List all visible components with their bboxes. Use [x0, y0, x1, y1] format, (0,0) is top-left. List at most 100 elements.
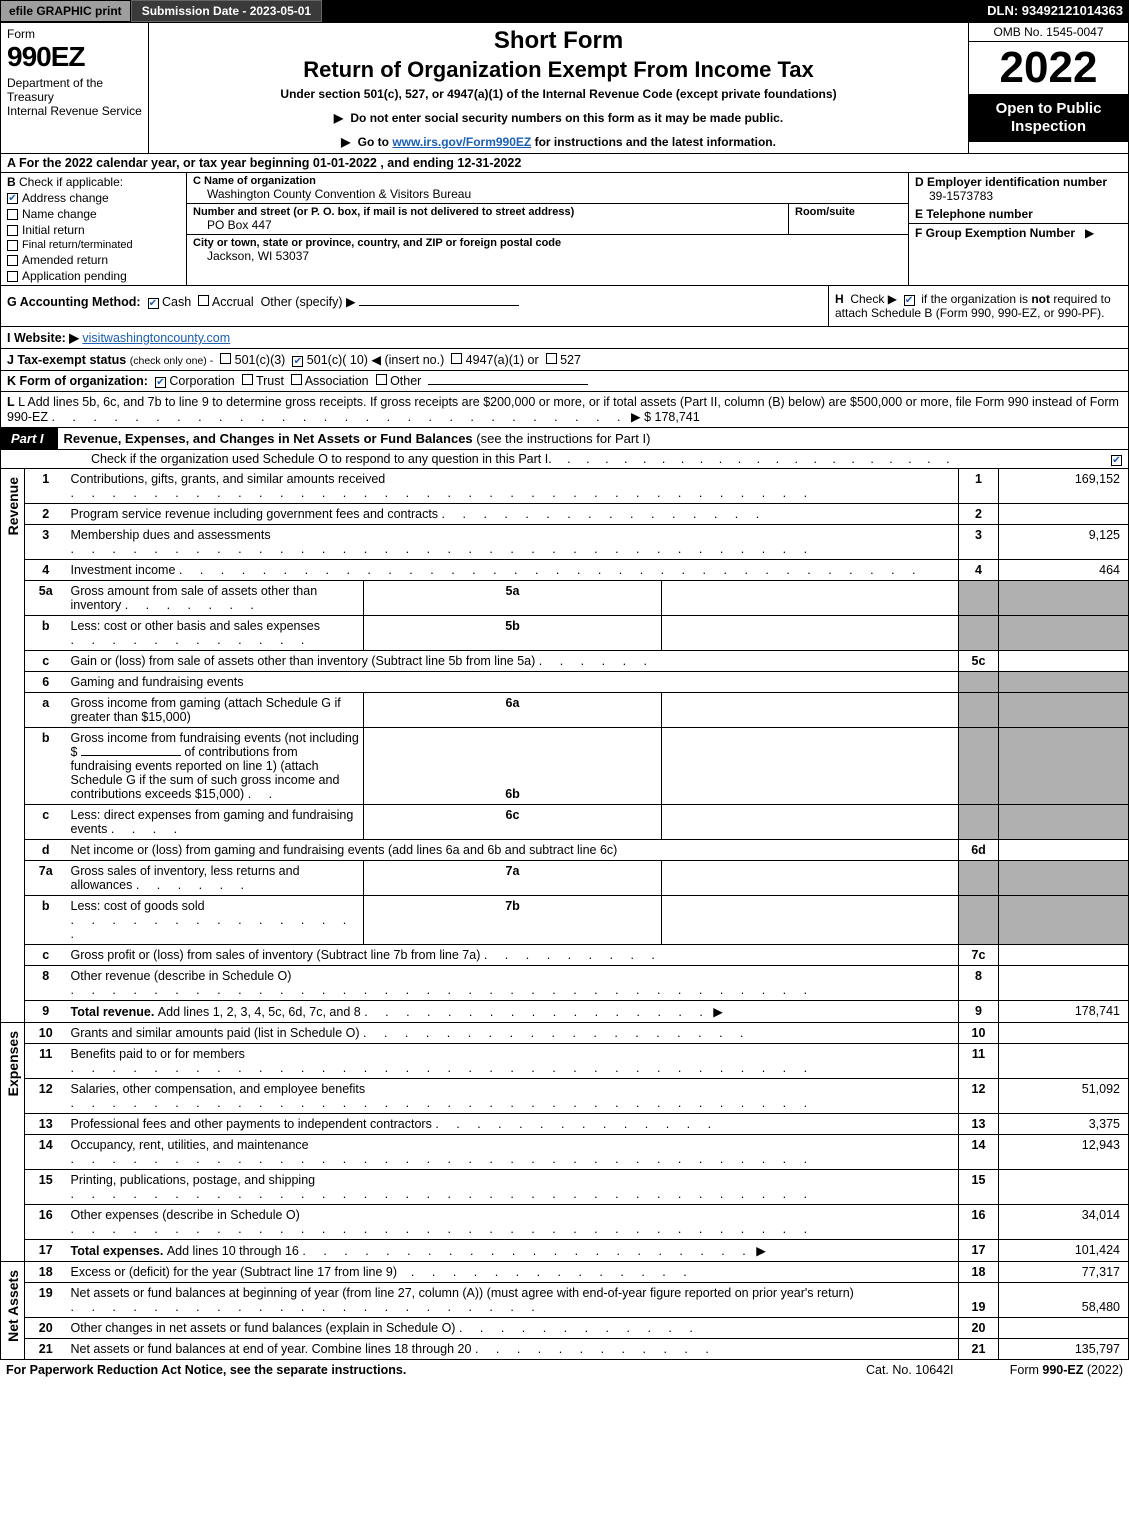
page-footer: For Paperwork Reduction Act Notice, see … [0, 1360, 1129, 1377]
tax-year: 2022 [969, 42, 1128, 94]
h-not: not [1031, 292, 1050, 306]
line-4: 4Investment income . . . . . . . . . . .… [25, 560, 1129, 581]
line-15: 15Printing, publications, postage, and s… [25, 1170, 1129, 1205]
city-label: City or town, state or province, country… [193, 237, 902, 249]
checkbox-corporation[interactable] [155, 377, 166, 388]
address-value: PO Box 447 [193, 218, 788, 232]
line-13: 13Professional fees and other payments t… [25, 1114, 1129, 1135]
line-6: 6Gaming and fundraising events [25, 672, 1129, 693]
line-3: 3Membership dues and assessments . . . .… [25, 525, 1129, 560]
footer-form-pre: Form [1010, 1363, 1043, 1377]
form-number: 990EZ [7, 41, 142, 73]
section-bcdef: B Check if applicable: Address change Na… [0, 173, 1129, 286]
efile-print-button[interactable]: efile GRAPHIC print [0, 0, 131, 22]
checkbox-cash[interactable] [148, 298, 159, 309]
c-name-label: C Name of organization [193, 175, 902, 187]
website-link[interactable]: visitwashingtoncounty.com [82, 331, 230, 345]
l-amount: 178,741 [655, 410, 700, 424]
checkbox-application-pending[interactable] [7, 271, 18, 282]
form-header: Form 990EZ Department of the Treasury In… [0, 22, 1129, 154]
ein-value: 39-1573783 [915, 189, 1122, 203]
line-8: 8Other revenue (describe in Schedule O) … [25, 966, 1129, 1001]
arrow-icon: ▶ [341, 135, 350, 149]
checkbox-name-change[interactable] [7, 209, 18, 220]
line-10: 10Grants and similar amounts paid (list … [25, 1023, 1129, 1044]
line-9: 9Total revenue. Add lines 1, 2, 3, 4, 5c… [25, 1001, 1129, 1023]
checkbox-no-schedule-b[interactable] [904, 295, 915, 306]
form-subtitle: Under section 501(c), 527, or 4947(a)(1)… [155, 87, 962, 101]
checkbox-4947[interactable] [451, 353, 462, 364]
line-21: 21Net assets or fund balances at end of … [25, 1339, 1129, 1360]
line-6d: dNet income or (loss) from gaming and fu… [25, 840, 1129, 861]
revenue-side-label: Revenue [0, 469, 24, 1023]
form-title: Return of Organization Exempt From Incom… [155, 57, 962, 83]
address-change-label: Address change [22, 191, 109, 205]
arrow-icon: ▶ [756, 1244, 766, 1258]
department-label: Department of the Treasury Internal Reve… [7, 77, 142, 118]
footer-form-bold: 990-EZ [1042, 1363, 1083, 1377]
amended-return-label: Amended return [22, 253, 108, 267]
part1-sub-text: Check if the organization used Schedule … [91, 452, 548, 466]
line-1: 1Contributions, gifts, grants, and simil… [25, 469, 1129, 504]
gh-row: G Accounting Method: Cash Accrual Other … [0, 286, 1129, 327]
column-de: D Employer identification number 39-1573… [908, 173, 1128, 285]
j-501c: 501(c)( 10) ◀ (insert no.) [307, 353, 444, 367]
dln-label: DLN: 93492121014363 [981, 0, 1129, 22]
submission-date-button[interactable]: Submission Date - 2023-05-01 [131, 0, 322, 22]
dots: . . . . . . . . . . . . . . . . . . . . … [51, 410, 627, 424]
i-label: I Website: ▶ [7, 331, 79, 345]
checkbox-final-return[interactable] [7, 240, 18, 251]
row-a-tax-year: A For the 2022 calendar year, or tax yea… [0, 154, 1129, 173]
f-group-label: F Group Exemption Number [915, 226, 1075, 240]
checkbox-other[interactable] [376, 374, 387, 385]
line-5a: 5aGross amount from sale of assets other… [25, 581, 1129, 616]
irs-link[interactable]: www.irs.gov/Form990EZ [392, 135, 531, 149]
arrow-icon: ▶ $ [631, 410, 651, 424]
checkbox-accrual[interactable] [198, 295, 209, 306]
checkbox-trust[interactable] [242, 374, 253, 385]
d-ein-label: D Employer identification number [915, 175, 1122, 189]
j-row: J Tax-exempt status (check only one) - 5… [0, 349, 1129, 371]
initial-return-label: Initial return [22, 223, 85, 237]
instructions-link-row: ▶ Go to www.irs.gov/Form990EZ for instru… [155, 135, 962, 149]
part1-title-normal: (see the instructions for Part I) [476, 431, 650, 446]
net-assets-side-label: Net Assets [0, 1262, 24, 1360]
ssn-warning: ▶ Do not enter social security numbers o… [155, 111, 962, 125]
org-name: Washington County Convention & Visitors … [193, 187, 902, 201]
paperwork-notice: For Paperwork Reduction Act Notice, see … [6, 1363, 810, 1377]
checkbox-initial-return[interactable] [7, 225, 18, 236]
line-5b: bLess: cost or other basis and sales exp… [25, 616, 1129, 651]
checkbox-501c[interactable] [292, 356, 303, 367]
arrow-icon: ▶ [334, 111, 343, 125]
net-assets-table: 18Excess or (deficit) for the year (Subt… [24, 1262, 1129, 1360]
line-6c: cLess: direct expenses from gaming and f… [25, 805, 1129, 840]
catalog-number: Cat. No. 10642I [810, 1363, 1010, 1377]
checkbox-association[interactable] [291, 374, 302, 385]
room-suite-label: Room/suite [795, 206, 908, 218]
checkbox-schedule-o[interactable] [1111, 455, 1122, 466]
line-6b: bGross income from fundraising events (n… [25, 728, 1129, 805]
line-7b: bLess: cost of goods sold . . . . . . . … [25, 896, 1129, 945]
checkbox-501c3[interactable] [220, 353, 231, 364]
column-b: B Check if applicable: Address change Na… [1, 173, 187, 285]
part1-tab: Part I [1, 428, 58, 449]
k-corporation: Corporation [169, 374, 234, 388]
line-18: 18Excess or (deficit) for the year (Subt… [25, 1262, 1129, 1283]
dots: . . . . . . . . . . . . . . . . . . . . … [548, 452, 1105, 466]
line-5c: cGain or (loss) from sale of assets othe… [25, 651, 1129, 672]
short-form-title: Short Form [155, 27, 962, 55]
arrow-icon: ▶ [1085, 226, 1094, 240]
checkbox-amended-return[interactable] [7, 255, 18, 266]
line-14: 14Occupancy, rent, utilities, and mainte… [25, 1135, 1129, 1170]
k-trust: Trust [256, 374, 284, 388]
line-17: 17Total expenses. Add lines 10 through 1… [25, 1240, 1129, 1262]
omb-number: OMB No. 1545-0047 [969, 23, 1128, 42]
application-pending-label: Application pending [22, 269, 127, 283]
line-7a: 7aGross sales of inventory, less returns… [25, 861, 1129, 896]
accrual-label: Accrual [212, 295, 254, 309]
arrow-icon: ▶ [713, 1005, 723, 1019]
j-527: 527 [560, 353, 581, 367]
checkbox-527[interactable] [546, 353, 557, 364]
checkbox-address-change[interactable] [7, 193, 18, 204]
other-label: Other (specify) ▶ [261, 295, 356, 309]
